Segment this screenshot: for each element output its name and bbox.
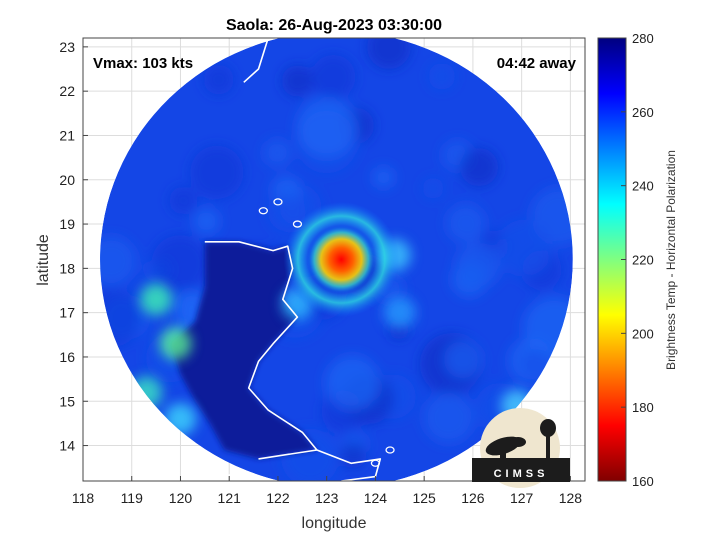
texture-blob xyxy=(193,207,220,235)
texture-blob xyxy=(324,355,380,411)
colorbar-ticks: 160 180 200 220 240 260 280 xyxy=(621,31,654,489)
colorbar-tick-label: 280 xyxy=(632,31,654,46)
y-axis-label: latitude xyxy=(35,234,52,286)
texture-blob xyxy=(372,166,395,189)
x-tick-label: 125 xyxy=(412,490,436,506)
rain-band xyxy=(140,283,173,316)
x-tick-label: 120 xyxy=(169,490,193,506)
x-tick-label: 127 xyxy=(510,490,534,506)
rain-band xyxy=(159,327,192,360)
x-tick-label: 122 xyxy=(266,490,290,506)
time-away-label: 04:42 away xyxy=(497,55,577,72)
texture-blob xyxy=(311,54,356,100)
colorbar-tick-label: 240 xyxy=(632,179,654,194)
y-tick-label: 14 xyxy=(59,438,75,454)
texture-blob xyxy=(422,177,444,199)
x-tick-label: 128 xyxy=(559,490,583,506)
texture-blob xyxy=(151,235,209,292)
storm-eye xyxy=(307,225,376,294)
texture-blob xyxy=(100,287,142,347)
luzon-landmass xyxy=(170,241,317,459)
y-tick-label: 17 xyxy=(59,305,75,321)
texture-blob xyxy=(446,203,486,243)
y-tick-label: 19 xyxy=(59,216,75,232)
texture-blob xyxy=(296,96,358,158)
island xyxy=(385,446,395,454)
chart-title: Saola: 26-Aug-2023 03:30:00 xyxy=(226,17,442,34)
island xyxy=(273,198,283,206)
x-axis-ticks: 118 119 120 121 122 123 124 125 126 127 128 xyxy=(72,476,582,506)
island xyxy=(370,459,381,467)
logo-text: CIMSS xyxy=(494,468,549,480)
y-tick-label: 15 xyxy=(59,393,75,409)
rain-band xyxy=(383,296,416,329)
colorbar-label: Brightness Temp - Horizontal Polarizatio… xyxy=(664,150,678,370)
texture-blob xyxy=(428,63,456,90)
texture-blob xyxy=(459,147,499,187)
x-tick-label: 124 xyxy=(364,490,388,506)
x-tick-label: 119 xyxy=(121,490,144,506)
plot-frame xyxy=(82,37,586,482)
y-tick-label: 22 xyxy=(59,83,75,99)
x-tick-label: 118 xyxy=(72,490,95,506)
texture-blob xyxy=(203,64,234,95)
texture-blob xyxy=(190,145,244,200)
texture-blob xyxy=(340,442,367,469)
y-axis-ticks: 14 15 16 17 18 19 20 21 22 23 xyxy=(59,39,88,454)
texture-blob xyxy=(443,340,483,379)
texture-blob xyxy=(423,392,475,444)
texture-blob xyxy=(268,193,306,232)
texture-blob xyxy=(263,139,292,167)
colorbar-tick-label: 160 xyxy=(632,474,654,489)
islands xyxy=(258,198,395,467)
coastline-north xyxy=(243,38,269,83)
x-tick-label: 126 xyxy=(461,490,485,506)
colorbar-tick-label: 180 xyxy=(632,400,654,415)
colorbar-tick-label: 220 xyxy=(632,253,654,268)
x-tick-label: 121 xyxy=(218,490,242,506)
x-axis-label: longitude xyxy=(302,515,367,532)
island xyxy=(292,220,303,228)
x-tick-label: 123 xyxy=(315,490,339,506)
y-tick-label: 21 xyxy=(59,127,75,143)
texture-blob xyxy=(169,186,198,215)
y-tick-label: 23 xyxy=(59,39,75,55)
texture-blob xyxy=(366,38,411,70)
coastline-south xyxy=(180,471,259,481)
colorbar-tick-label: 200 xyxy=(632,326,654,341)
texture-blob xyxy=(281,65,314,97)
texture-blob xyxy=(100,236,137,286)
y-tick-label: 16 xyxy=(59,349,75,365)
island xyxy=(258,207,268,215)
colorbar-tick-label: 260 xyxy=(632,105,654,120)
texture-blob xyxy=(455,242,501,289)
y-tick-label: 20 xyxy=(59,172,75,188)
vmax-label: Vmax: 103 kts xyxy=(93,55,193,72)
coastline xyxy=(204,241,382,481)
cimss-logo: CIMSS xyxy=(472,408,570,488)
texture-blob xyxy=(496,219,553,277)
y-tick-label: 18 xyxy=(59,260,75,276)
plot-area xyxy=(83,38,585,481)
